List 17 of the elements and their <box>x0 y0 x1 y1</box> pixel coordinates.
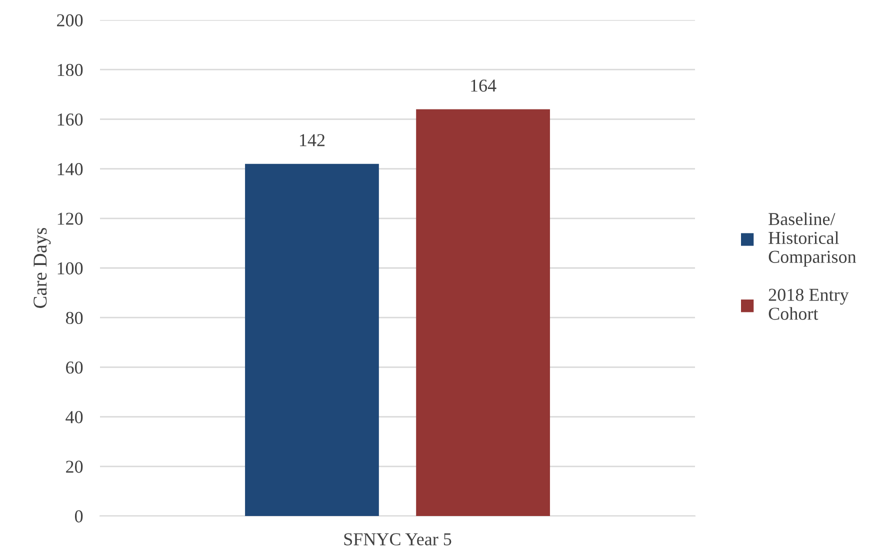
y-tick-label: 200 <box>57 14 83 26</box>
y-axis-title: Care Days <box>34 228 51 308</box>
y-tick-label: 80 <box>66 312 83 324</box>
legend-label: Baseline/ Historical Comparison <box>768 212 856 267</box>
y-tick-label: 40 <box>66 411 83 424</box>
y-tick-label: 120 <box>58 212 83 225</box>
data-label: 164 <box>471 80 496 92</box>
y-tick-label: 60 <box>66 361 83 374</box>
x-tick-label: SFNYC Year 5 <box>344 533 452 546</box>
y-tick-label: 0 <box>74 510 83 522</box>
data-label: 142 <box>300 134 325 146</box>
legend-label: 2018 Entry Cohort <box>768 288 849 320</box>
y-tick-label: 20 <box>66 460 83 473</box>
y-tick-label: 100 <box>58 262 83 274</box>
y-tick-label: 160 <box>58 113 83 126</box>
y-tick-label: 140 <box>58 163 83 176</box>
y-tick-label: 180 <box>58 64 83 76</box>
